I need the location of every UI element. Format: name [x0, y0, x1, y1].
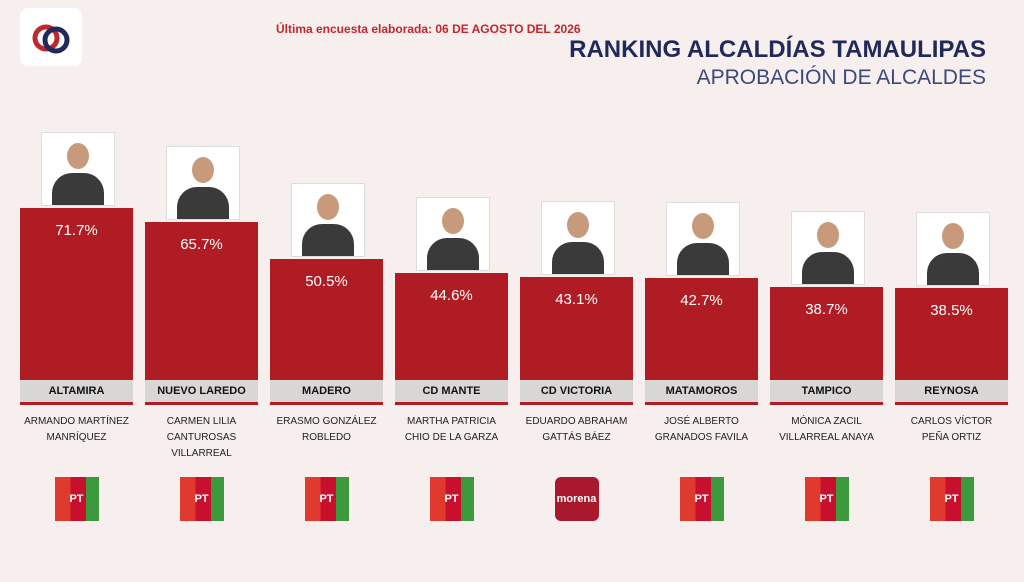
category-label: NUEVO LAREDO	[145, 380, 258, 405]
party-logo: morena	[554, 477, 599, 521]
party-logo: PT	[929, 477, 974, 521]
value-label: 65.7%	[180, 236, 223, 254]
candidate-photo	[540, 200, 615, 275]
category-label: MATAMOROS	[645, 380, 758, 405]
bar	[145, 222, 258, 380]
value-label: 71.7%	[55, 221, 98, 239]
value-label: 38.5%	[930, 301, 973, 319]
bar	[20, 207, 133, 380]
party-logo: PT	[679, 477, 724, 521]
chart-subtitle: APROBACIÓN DE ALCALDES	[696, 66, 986, 89]
candidate-name: ARMANDO MARTÍNEZ MANRÍQUEZ	[24, 416, 129, 443]
category-label: MADERO	[270, 380, 383, 405]
category-label: ALTAMIRA	[20, 380, 133, 405]
brand-icon	[32, 24, 70, 54]
value-label: 42.7%	[680, 291, 723, 309]
bar	[645, 277, 758, 380]
value-label: 43.1%	[555, 290, 598, 308]
category-label: REYNOSA	[895, 380, 1008, 405]
survey-date: Última encuesta elaborada: 06 DE AGOSTO …	[276, 22, 581, 36]
candidate-photo	[915, 211, 990, 286]
party-logo: PT	[429, 477, 474, 521]
candidate-photo	[665, 201, 740, 276]
bar	[770, 287, 883, 380]
candidate-photo	[415, 196, 490, 271]
candidate-name: CARMEN LILIA CANTUROSAS VILLARREAL	[166, 416, 237, 459]
category-label: CD VICTORIA	[520, 380, 633, 405]
party-logo: PT	[179, 477, 224, 521]
candidate-name: MARTHA PATRICIA CHIO DE LA GARZA	[404, 416, 499, 443]
chart-title: RANKING ALCALDÍAS TAMAULIPAS	[569, 36, 986, 63]
candidate-photo	[290, 182, 365, 257]
party-logo: PT	[804, 477, 849, 521]
candidate-photo	[40, 131, 115, 206]
candidate-name: MÓNICA ZACIL VILLARREAL ANAYA	[779, 416, 874, 443]
bar	[395, 272, 508, 380]
value-label: 38.7%	[805, 301, 848, 319]
value-label: 50.5%	[305, 272, 348, 290]
value-label: 44.6%	[430, 286, 473, 304]
candidate-photo	[790, 211, 865, 286]
bar	[520, 276, 633, 380]
category-label: CD MANTE	[395, 380, 508, 405]
bar	[895, 287, 1008, 380]
candidate-photo	[165, 146, 240, 221]
candidate-name: CARLOS VÍCTOR PEÑA ORTIZ	[910, 416, 993, 443]
brand-logo	[20, 8, 82, 66]
party-logo: PT	[54, 477, 99, 521]
bar	[270, 258, 383, 380]
candidate-name: ERASMO GONZÁLEZ ROBLEDO	[276, 416, 377, 443]
candidate-name: JOSÉ ALBERTO GRANADOS FAVILA	[654, 416, 749, 443]
candidate-name: EDUARDO ABRAHAM GATTÁS BÁEZ	[525, 416, 628, 443]
category-label: TAMPICO	[770, 380, 883, 405]
party-logo: PT	[304, 477, 349, 521]
